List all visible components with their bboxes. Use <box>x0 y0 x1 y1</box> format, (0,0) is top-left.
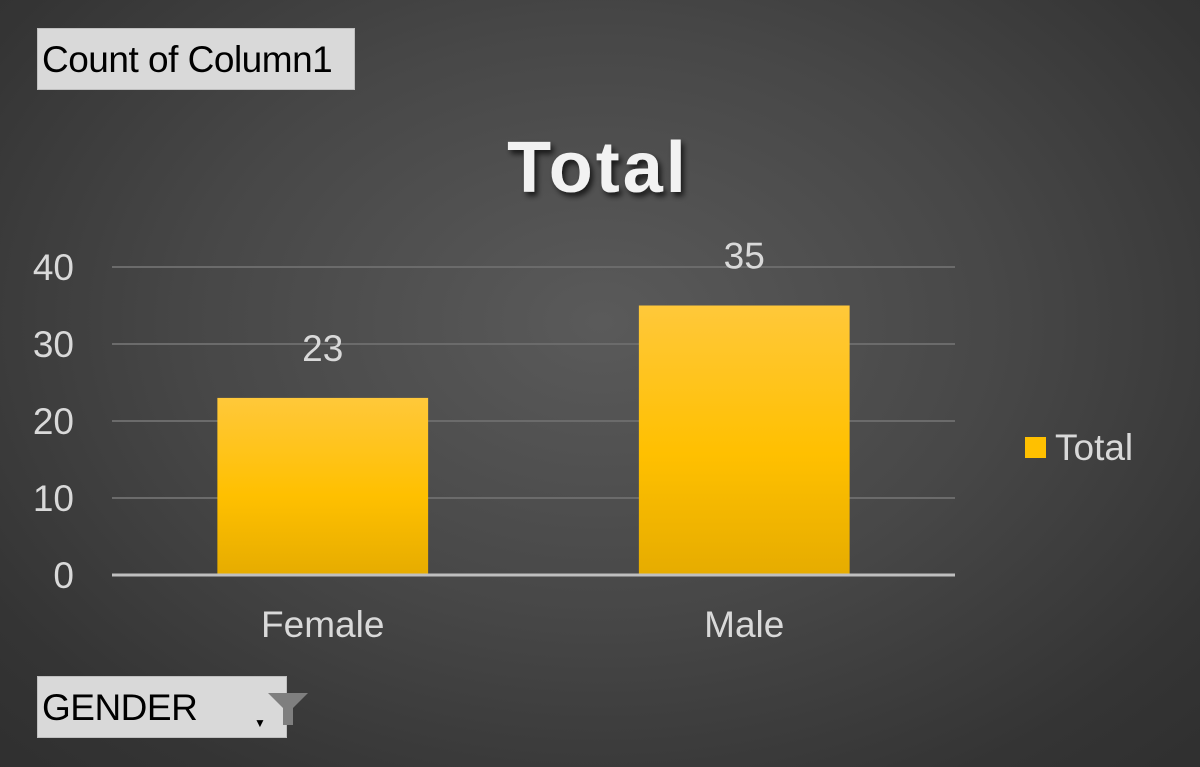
legend: Total <box>1025 427 1133 468</box>
bar-male <box>638 305 850 575</box>
gender-field-label: GENDER <box>42 686 198 728</box>
y-tick-label: 40 <box>33 247 74 288</box>
data-label: 23 <box>302 328 343 369</box>
filter-icon[interactable] <box>266 691 310 727</box>
bars: 23 35 <box>217 236 850 575</box>
legend-label: Total <box>1055 427 1133 468</box>
legend-swatch <box>1025 437 1046 458</box>
gender-field-button[interactable]: GENDER ▼ <box>37 676 308 738</box>
data-label: 35 <box>724 236 765 277</box>
value-field-button[interactable]: Count of Column1 <box>37 28 355 90</box>
y-tick-label: 0 <box>53 555 74 596</box>
bar-female <box>217 397 429 575</box>
x-tick-label: Female <box>261 604 384 645</box>
chart-title: Total <box>507 128 689 208</box>
y-tick-label: 20 <box>33 401 74 442</box>
chevron-down-icon[interactable]: ▼ <box>254 716 266 730</box>
y-tick-label: 30 <box>33 324 74 365</box>
x-tick-label: Male <box>704 604 784 645</box>
axes: 0 10 20 30 40 Female Male <box>33 247 955 645</box>
value-field-label: Count of Column1 <box>42 38 333 80</box>
y-tick-label: 10 <box>33 478 74 519</box>
